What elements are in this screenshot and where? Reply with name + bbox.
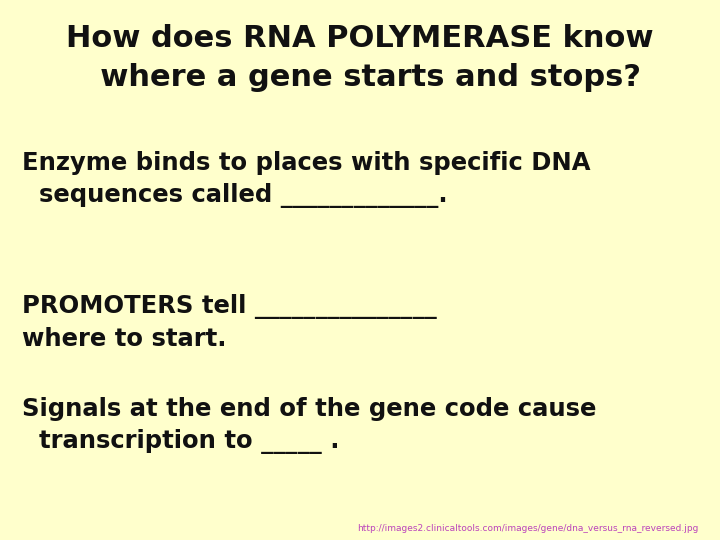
Text: Signals at the end of the gene code cause
  transcription to _____ .: Signals at the end of the gene code caus… (22, 397, 596, 454)
Text: How does RNA POLYMERASE know
  where a gene starts and stops?: How does RNA POLYMERASE know where a gen… (66, 24, 654, 91)
Text: Enzyme binds to places with specific DNA
  sequences called _____________.: Enzyme binds to places with specific DNA… (22, 151, 590, 208)
Text: PROMOTERS tell _______________
where to start.: PROMOTERS tell _______________ where to … (22, 294, 436, 351)
Text: http://images2.clinicaltools.com/images/gene/dna_versus_rna_reversed.jpg: http://images2.clinicaltools.com/images/… (357, 524, 698, 533)
